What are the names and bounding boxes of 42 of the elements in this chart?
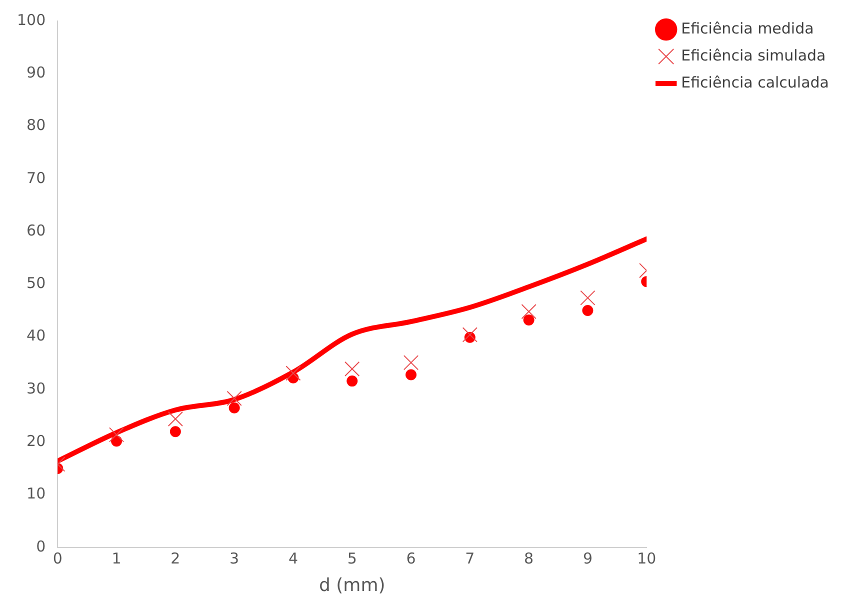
- y-tick-label: 100: [16, 10, 46, 29]
- legend-label: Eficiência simulada: [681, 46, 826, 64]
- point: [111, 436, 122, 447]
- y-tick-label: 30: [26, 379, 46, 398]
- point: [582, 305, 594, 316]
- x-tick-label: 2: [170, 549, 180, 568]
- point: [523, 314, 534, 326]
- x-tick-label: 10: [637, 549, 656, 568]
- point: [406, 369, 417, 380]
- x-tick-label: 8: [524, 549, 534, 568]
- y-tick-label: 10: [26, 484, 46, 503]
- point: [168, 411, 183, 427]
- point: [344, 361, 360, 377]
- y-tick-label: 80: [26, 116, 46, 134]
- x-tick-label: 1: [112, 549, 122, 568]
- y-tick-label: 20: [26, 432, 46, 450]
- x-axis-title: d (mm): [318, 574, 386, 596]
- x-tick-label: 5: [347, 549, 357, 568]
- point: [286, 366, 301, 381]
- point: [346, 376, 358, 387]
- x-tick-label: 6: [406, 549, 416, 568]
- x-tick-label: 4: [288, 549, 298, 568]
- y-tick-label: 60: [26, 221, 46, 240]
- y-tick-label: 70: [26, 168, 46, 187]
- x-tick-label: 9: [582, 549, 592, 568]
- legend-label: Eficiência medida: [681, 19, 814, 38]
- point: [170, 426, 181, 438]
- x-tick-label: 3: [230, 549, 240, 568]
- y-tick-label: 90: [26, 64, 46, 82]
- legend-label: Eficiência calculada: [681, 73, 830, 92]
- point: [403, 355, 419, 370]
- point: [226, 390, 242, 406]
- point: [228, 402, 240, 414]
- y-tick-label: 40: [26, 326, 46, 345]
- y-tick-label: 50: [26, 274, 46, 292]
- point: [108, 427, 124, 442]
- point: [462, 327, 478, 342]
- x-tick-label: 7: [465, 549, 475, 568]
- point: [521, 304, 536, 320]
- point: [580, 290, 596, 306]
- x-tick-label: 0: [52, 549, 62, 568]
- y-tick-label: 0: [36, 537, 46, 556]
